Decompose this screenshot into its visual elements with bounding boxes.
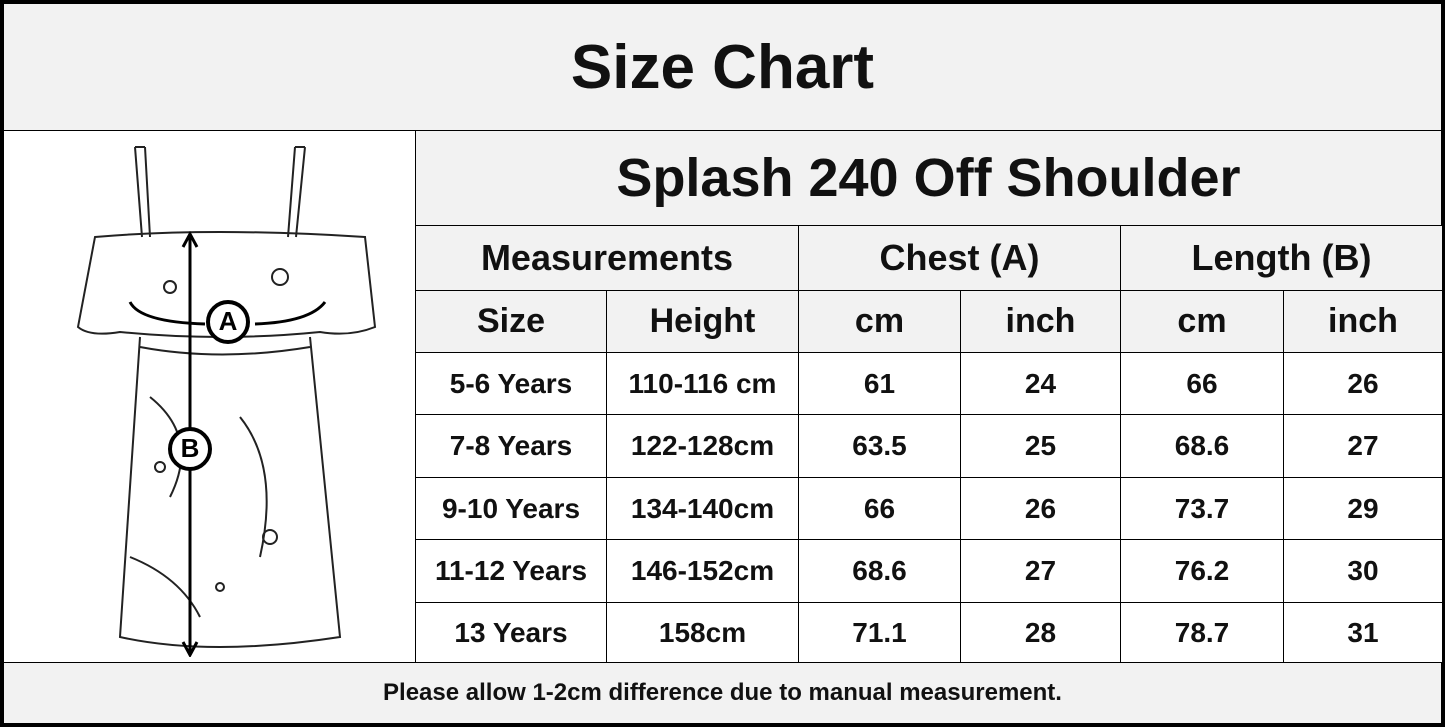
table-cell: 73.7: [1120, 477, 1284, 540]
dress-illustration: A B: [76, 145, 376, 657]
group-header: Chest (A): [798, 225, 1121, 291]
group-header: Measurements: [415, 225, 799, 291]
table-cell: 68.6: [1120, 414, 1284, 478]
table-cell: 13 Years: [415, 602, 607, 663]
column-header: cm: [1120, 290, 1284, 353]
marker-a: [205, 299, 250, 344]
product-title: Splash 240 Off Shoulder: [415, 130, 1445, 226]
column-header: cm: [798, 290, 961, 353]
table-cell: 63.5: [798, 414, 961, 478]
table-cell: 68.6: [798, 539, 961, 603]
group-header: Length (B): [1120, 225, 1445, 291]
table-cell: 26: [1283, 352, 1445, 415]
table-cell: 27: [1283, 414, 1445, 478]
table-cell: 26: [960, 477, 1121, 540]
marker-label: B: [180, 432, 199, 462]
column-header: inch: [960, 290, 1121, 353]
table-cell: 71.1: [798, 602, 961, 663]
table-cell: 122-128cm: [606, 414, 799, 478]
table-cell: 30: [1283, 539, 1445, 603]
table-cell: 78.7: [1120, 602, 1284, 663]
illustration-panel: A B: [0, 130, 416, 663]
footer-note: Please allow 1-2cm difference due to man…: [0, 662, 1445, 727]
table-cell: 134-140cm: [606, 477, 799, 540]
table-cell: 31: [1283, 602, 1445, 663]
table-cell: 9-10 Years: [415, 477, 607, 540]
table-cell: 76.2: [1120, 539, 1284, 603]
table-cell: 7-8 Years: [415, 414, 607, 478]
column-header: Height: [606, 290, 799, 353]
table-cell: 66: [1120, 352, 1284, 415]
page-title: Size Chart: [0, 0, 1445, 131]
marker-label: A: [218, 305, 237, 335]
marker-b: [167, 426, 212, 471]
table-cell: 146-152cm: [606, 539, 799, 603]
table-cell: 25: [960, 414, 1121, 478]
column-header: inch: [1283, 290, 1445, 353]
table-cell: 29: [1283, 477, 1445, 540]
table-cell: 24: [960, 352, 1121, 415]
table-cell: 110-116 cm: [606, 352, 799, 415]
table-cell: 158cm: [606, 602, 799, 663]
table-cell: 27: [960, 539, 1121, 603]
table-cell: 66: [798, 477, 961, 540]
table-cell: 5-6 Years: [415, 352, 607, 415]
column-header: Size: [415, 290, 607, 353]
table-cell: 28: [960, 602, 1121, 663]
table-cell: 11-12 Years: [415, 539, 607, 603]
table-cell: 61: [798, 352, 961, 415]
